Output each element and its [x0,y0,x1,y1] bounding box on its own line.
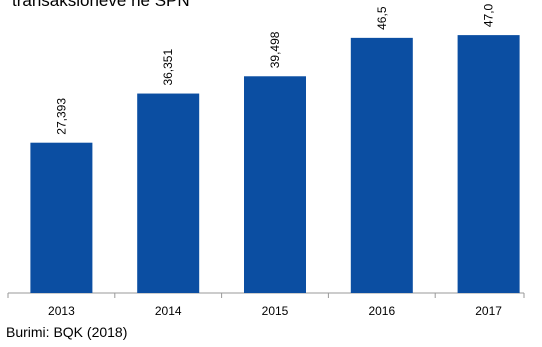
data-label: 36,351 [161,49,175,86]
x-tick-label: 2013 [48,304,75,318]
data-label: 39,498 [268,31,282,68]
x-tick-label: 2014 [155,304,182,318]
x-tick-label: 2017 [475,304,502,318]
x-tick-label: 2016 [368,304,395,318]
source-note: Burimi: BQK (2018) [6,324,127,340]
bar [30,142,93,293]
bar [350,37,413,293]
bar [137,93,200,293]
bar [244,76,306,293]
bar [457,35,520,294]
chart-title: transaksioneve në SPN [12,0,190,10]
data-label: 47,0 [482,3,496,27]
data-label: 27,393 [54,98,68,135]
x-tick-label: 2015 [262,304,289,318]
data-label: 46,5 [375,6,389,30]
